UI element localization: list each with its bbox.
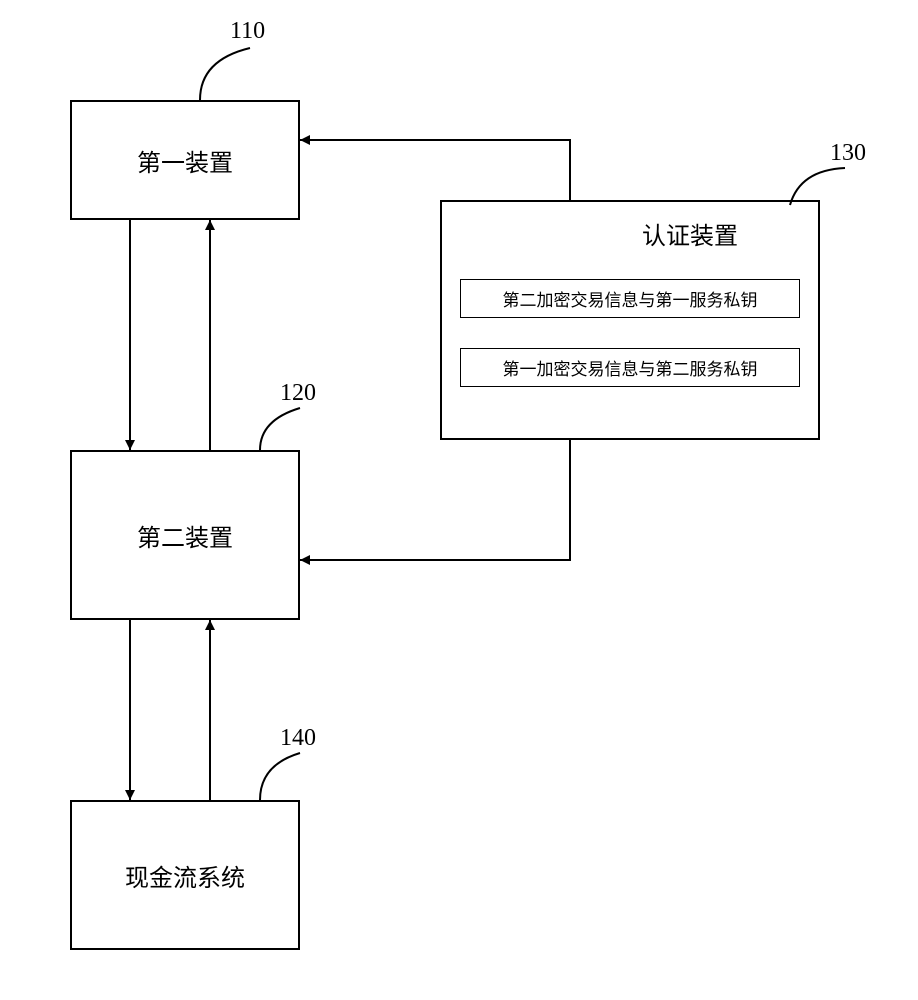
leader-110 xyxy=(200,48,250,100)
leader-130 xyxy=(790,168,845,205)
leader-120 xyxy=(260,408,300,450)
leader-140 xyxy=(260,753,300,800)
diagram-svg xyxy=(0,0,918,1000)
arrow-auth-to-first xyxy=(300,140,570,200)
arrow-auth-to-second xyxy=(300,440,570,560)
